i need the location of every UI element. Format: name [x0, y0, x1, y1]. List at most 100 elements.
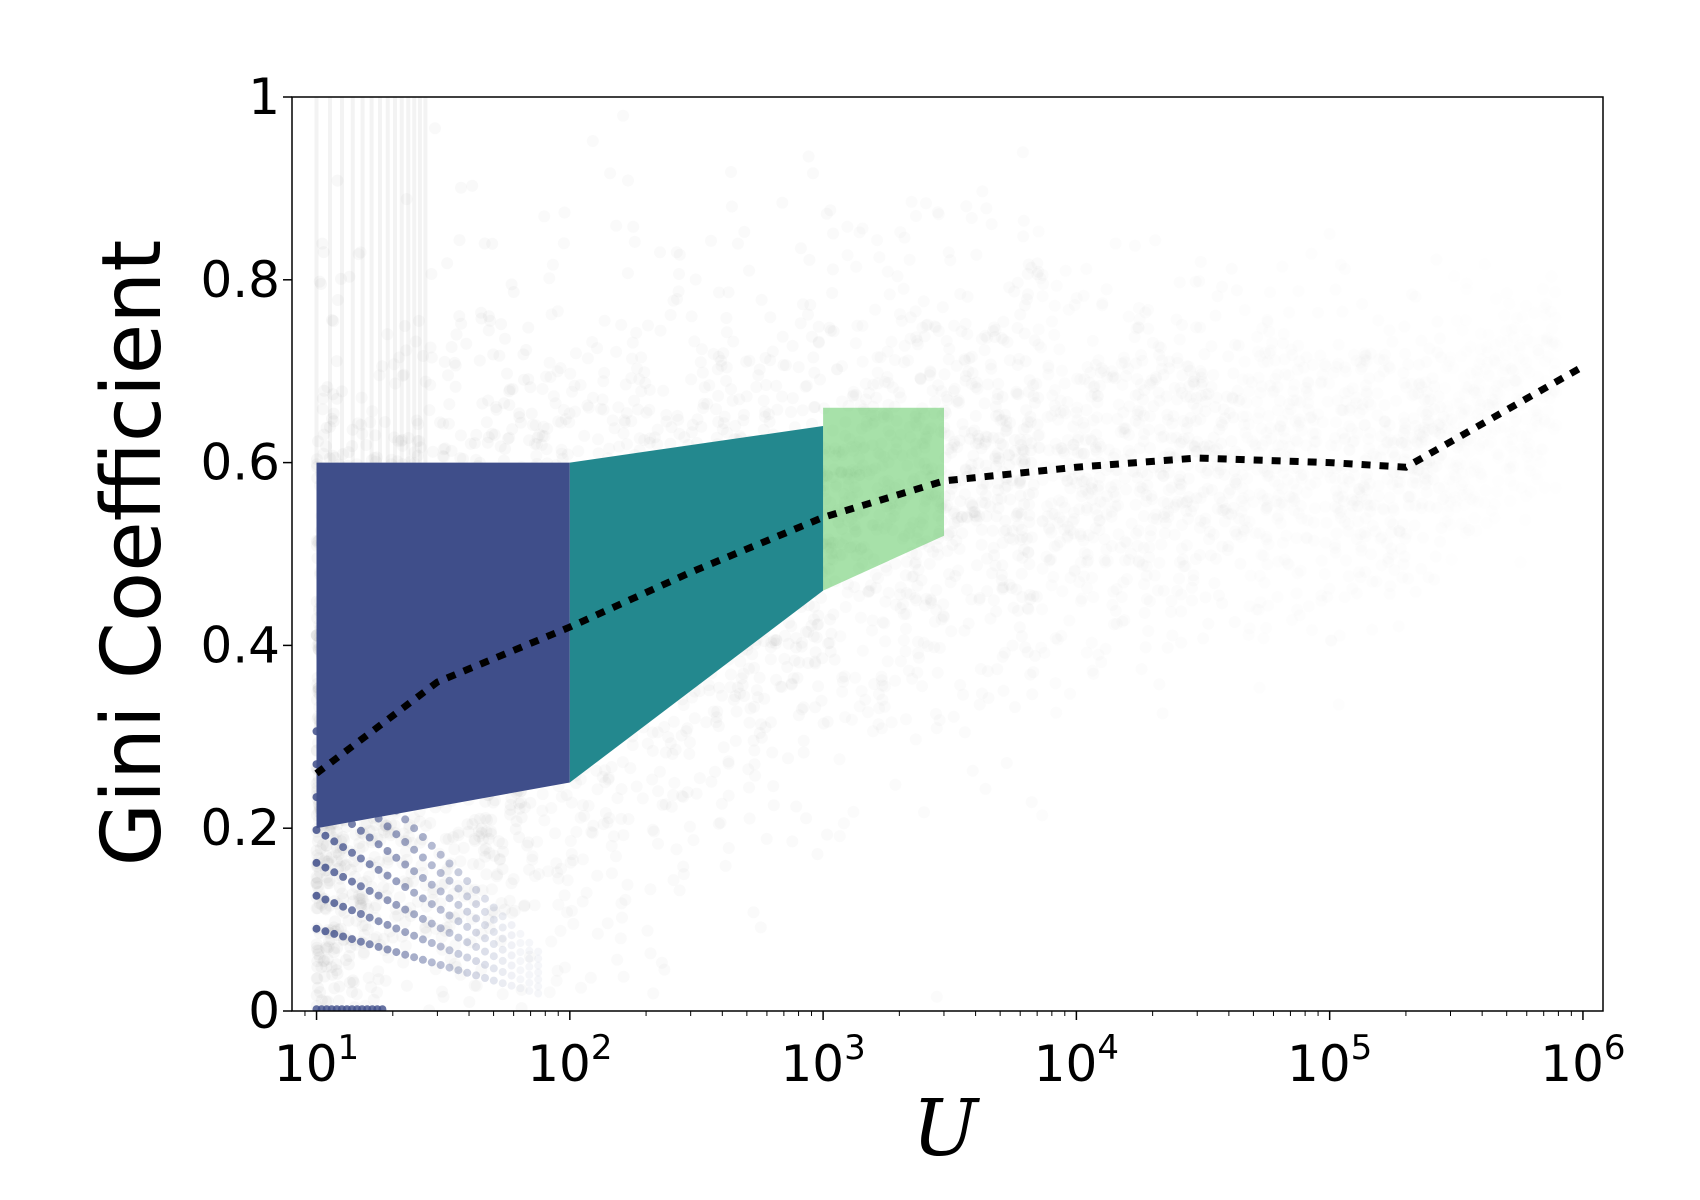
scatter-point	[565, 904, 578, 917]
scatter-point	[619, 893, 632, 906]
scatter-point	[596, 393, 609, 406]
scatter-point	[310, 877, 323, 890]
scatter-point	[1171, 585, 1183, 597]
scatter-point	[1216, 541, 1228, 553]
scatter-point	[563, 407, 576, 420]
scatter-point	[1541, 332, 1553, 344]
scatter-point	[1063, 615, 1075, 627]
scatter-point	[652, 837, 664, 850]
scatter-point	[1241, 522, 1253, 534]
scatter-point	[943, 246, 955, 258]
scatter-point	[1332, 490, 1344, 502]
scatter-point	[535, 439, 548, 451]
scatter-point	[550, 857, 563, 870]
scatter-point	[362, 971, 375, 984]
scatter-point	[444, 857, 457, 870]
scatter-point	[570, 347, 582, 360]
scatter-point	[617, 427, 630, 440]
scatter-point	[320, 960, 333, 973]
scatter-point	[1008, 602, 1020, 614]
scatter-point	[448, 957, 461, 970]
scatter-point	[1086, 637, 1098, 649]
scatter-point	[959, 726, 971, 738]
scatter-point	[1180, 505, 1192, 517]
scatter-point	[421, 916, 434, 928]
scatter-point	[970, 410, 982, 422]
scatter-point	[1116, 616, 1128, 628]
scatter-point	[656, 798, 669, 811]
scatter-point	[1421, 486, 1433, 498]
scatter-point	[757, 423, 770, 436]
scatter-point	[1366, 624, 1378, 636]
scatter-point	[1210, 310, 1222, 322]
scatter-point	[408, 812, 421, 824]
scatter-point	[635, 351, 648, 364]
scatter-point	[1492, 475, 1504, 487]
scatter-point	[1130, 415, 1142, 427]
scatter-point	[715, 797, 728, 810]
scatter-point	[501, 367, 513, 380]
scatter-point	[673, 268, 685, 280]
scatter-point	[490, 870, 503, 883]
scatter-point	[485, 827, 498, 840]
scatter-point	[312, 435, 324, 448]
scatter-point	[1155, 539, 1167, 551]
scatter-point	[1508, 446, 1520, 458]
scatter-point	[528, 899, 541, 912]
scatter-point	[323, 874, 336, 887]
scatter-point	[311, 880, 324, 893]
scatter-point	[1046, 316, 1058, 328]
scatter-point	[1458, 408, 1470, 420]
scatter-point	[954, 679, 966, 691]
scatter-point	[668, 776, 681, 789]
scatter-point	[515, 983, 528, 996]
scatter-point	[606, 414, 619, 427]
scatter-point	[485, 883, 498, 896]
scatter-point	[1113, 528, 1125, 540]
scatter-point	[560, 789, 573, 802]
scatter-point	[592, 447, 605, 460]
scatter-point	[530, 449, 543, 462]
scatter-point	[712, 720, 725, 733]
scatter-point	[555, 447, 568, 460]
scatter-point	[1259, 577, 1271, 589]
scatter-point	[720, 374, 733, 387]
scatter-point	[423, 404, 436, 417]
scatter-point	[448, 843, 461, 856]
scatter-point	[323, 452, 336, 465]
scatter-point	[436, 450, 449, 462]
scatter-point	[565, 848, 578, 861]
scatter-point	[1505, 475, 1517, 487]
scatter-point	[413, 815, 426, 828]
scatter-point	[1025, 416, 1037, 428]
scatter-point	[1092, 390, 1104, 402]
scatter-point	[1200, 389, 1212, 401]
scatter-point	[1438, 481, 1450, 493]
scatter-point	[1359, 419, 1371, 431]
scatter-point	[621, 878, 634, 891]
scatter-point	[1101, 283, 1113, 295]
scatter-point	[389, 377, 402, 390]
scatter-point	[1384, 419, 1396, 431]
scatter-point	[1368, 499, 1380, 511]
scatter-point	[766, 345, 779, 358]
scatter-point	[873, 251, 885, 263]
scatter-point	[464, 437, 477, 450]
scatter-point	[546, 258, 559, 271]
scatter-point	[653, 765, 666, 778]
scatter-point	[766, 746, 779, 759]
scatter-point	[801, 380, 813, 392]
scatter-point	[644, 432, 657, 445]
scatter-point	[1550, 419, 1562, 431]
scatter-point	[877, 616, 889, 628]
scatter-point	[1037, 563, 1049, 575]
scatter-point	[455, 317, 468, 330]
scatter-point	[314, 842, 327, 855]
scatter-point	[537, 420, 550, 433]
scatter-point	[379, 416, 391, 428]
scatter-point	[321, 953, 334, 966]
scatter-point	[449, 359, 462, 372]
scatter-point	[1024, 593, 1036, 605]
scatter-point	[1000, 524, 1012, 536]
scatter-point	[1231, 284, 1243, 296]
